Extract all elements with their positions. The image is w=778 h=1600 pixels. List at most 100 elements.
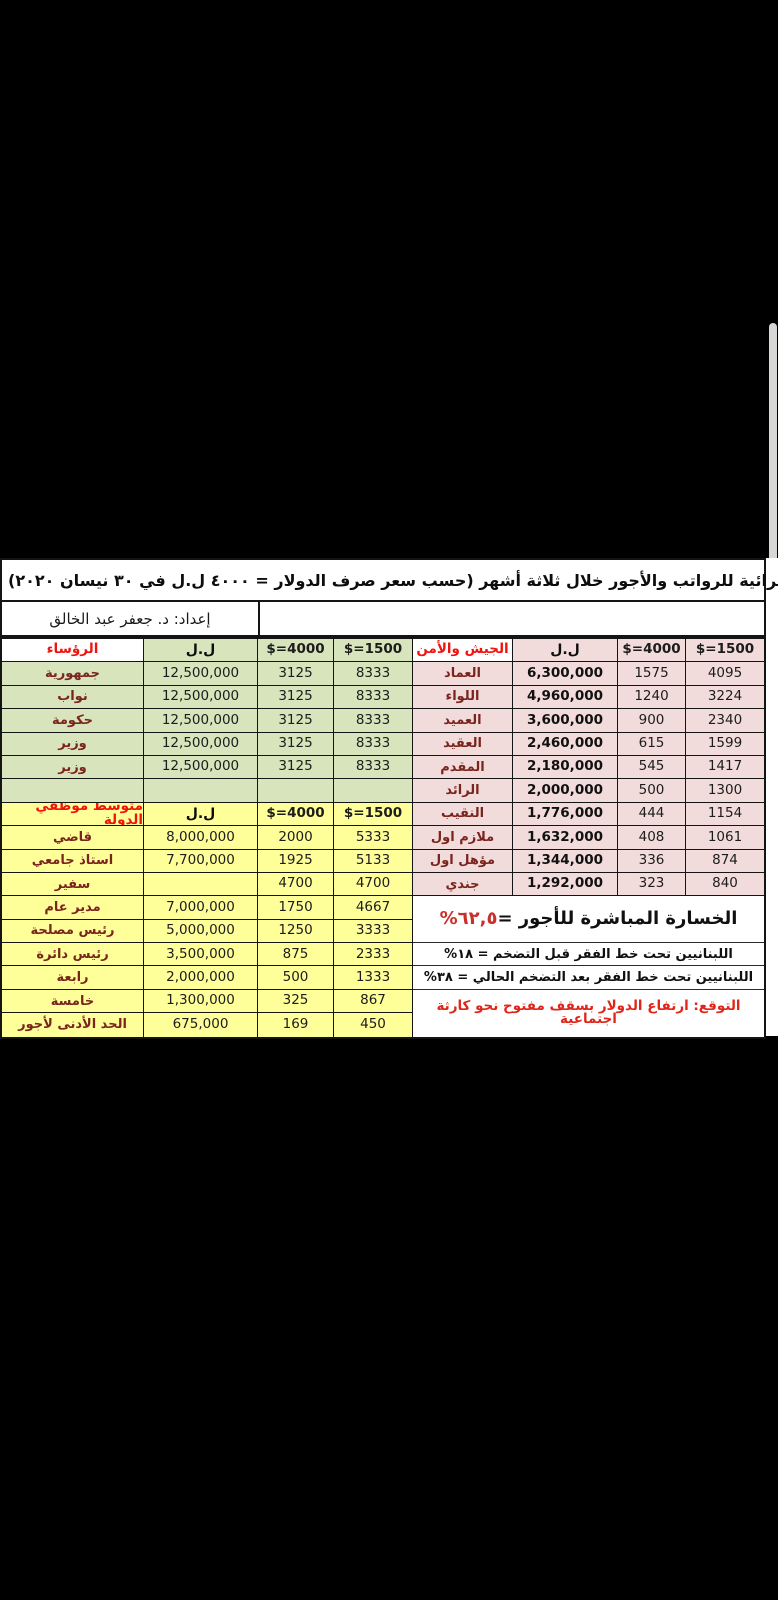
usd4000-value-cell: 1750 — [258, 896, 334, 920]
ll-value-cell: 675,000 — [144, 1013, 258, 1037]
usd4000-value-cell: 500 — [258, 966, 334, 990]
prepared-by-row: إعداد: د. جعفر عبد الخالق — [0, 602, 766, 637]
usd4000-value-cell: 336 — [618, 849, 686, 873]
usd1500-value-cell: 4667 — [334, 896, 413, 920]
salary-table: الخسارة المباشرة للأجور = ٦٢,٥% اللبناني… — [0, 637, 766, 1039]
content-area: تدني القدرة الشرائية للرواتب والأجور خلا… — [0, 558, 778, 1039]
ll-value-cell: 12,500,000 — [144, 685, 258, 710]
usd1500-value-cell: 450 — [334, 1013, 413, 1037]
ll-value-cell: 12,500,000 — [144, 755, 258, 780]
usd1500-value-cell: 8333 — [334, 709, 413, 733]
column-header-usd4000: $=4000 — [618, 639, 686, 663]
ll-value-cell: 12,500,000 — [144, 709, 258, 733]
poverty-after-inflation-note: اللبنانيين تحت خط الفقر بعد التضخم الحال… — [413, 966, 764, 990]
usd1500-value-cell: 1300 — [686, 779, 764, 803]
column-header-ll: ل.ل — [144, 639, 258, 663]
usd4000-value-cell — [258, 779, 334, 803]
usd4000-value-cell: 1925 — [258, 849, 334, 873]
usd4000-value-cell: 2000 — [258, 826, 334, 850]
poverty-before-inflation-note: اللبنانيين تحت خط الفقر قبل التضخم = ١٨% — [413, 943, 764, 967]
usd1500-value-cell: 3224 — [686, 685, 764, 710]
usd1500-value-cell: 1417 — [686, 755, 764, 780]
usd4000-value-cell: 4700 — [258, 872, 334, 897]
ll-value-cell: 2,180,000 — [513, 755, 618, 780]
direct-wage-loss-label: الخسارة المباشرة للأجور = — [497, 908, 738, 930]
usd1500-value-cell: 4700 — [334, 872, 413, 897]
section-header-cell: الرؤساء — [2, 639, 144, 663]
row-label-cell: مدير عام — [2, 896, 144, 920]
ll-value-cell: 2,460,000 — [513, 732, 618, 756]
usd4000-value-cell: 3125 — [258, 662, 334, 686]
ll-value-cell: 2,000,000 — [144, 966, 258, 990]
usd4000-value-cell: 3125 — [258, 732, 334, 756]
row-label-cell: اللواء — [413, 685, 513, 710]
ll-value-cell: 1,292,000 — [513, 872, 618, 897]
usd4000-value-cell: 3125 — [258, 755, 334, 780]
row-label-cell — [2, 779, 144, 803]
usd4000-value-cell: 323 — [618, 872, 686, 897]
section-header-cell: متوسط موظفي الدولة — [2, 802, 144, 827]
usd1500-value-cell: 1154 — [686, 802, 764, 827]
ll-value-cell: 12,500,000 — [144, 662, 258, 686]
usd1500-value-cell: 8333 — [334, 685, 413, 710]
row-label-cell: الرائد — [413, 779, 513, 803]
row-label-cell: المقدم — [413, 755, 513, 780]
usd1500-value-cell: 5133 — [334, 849, 413, 873]
column-header-usd4000: $=4000 — [258, 802, 334, 827]
dollar-forecast-note: التوقع: ارتفاع الدولار بسقف مفتوح نحو كا… — [413, 989, 764, 1037]
column-header-ll: ل.ل — [144, 802, 258, 827]
ll-value-cell: 1,300,000 — [144, 989, 258, 1014]
ll-value-cell: 5,000,000 — [144, 919, 258, 944]
table-title: تدني القدرة الشرائية للرواتب والأجور خلا… — [0, 558, 778, 602]
row-label-cell: وزير — [2, 755, 144, 780]
column-header-ll: ل.ل — [513, 639, 618, 663]
section-header-cell: الجيش والأمن — [413, 639, 513, 663]
scrollbar-thumb[interactable] — [769, 323, 777, 563]
row-label-cell: خامسة — [2, 989, 144, 1014]
row-label-cell: العميد — [413, 709, 513, 733]
usd4000-value-cell: 545 — [618, 755, 686, 780]
row-label-cell: رابعة — [2, 966, 144, 990]
row-label-cell: العماد — [413, 662, 513, 686]
usd4000-value-cell: 3125 — [258, 685, 334, 710]
usd1500-value-cell: 8333 — [334, 755, 413, 780]
ll-value-cell: 2,000,000 — [513, 779, 618, 803]
prepared-by-cell: إعداد: د. جعفر عبد الخالق — [2, 602, 260, 635]
ll-value-cell: 3,600,000 — [513, 709, 618, 733]
ll-value-cell: 1,344,000 — [513, 849, 618, 873]
row-label-cell: استاذ جامعي — [2, 849, 144, 873]
ll-value-cell: 12,500,000 — [144, 732, 258, 756]
usd1500-value-cell: 2340 — [686, 709, 764, 733]
usd4000-value-cell: 1250 — [258, 919, 334, 944]
row-label-cell: قاضي — [2, 826, 144, 850]
row-label-cell: مؤهل اول — [413, 849, 513, 873]
usd4000-value-cell: 169 — [258, 1013, 334, 1037]
row-label-cell: رئيس دائرة — [2, 943, 144, 967]
direct-wage-loss-value: ٦٢,٥% — [439, 908, 498, 930]
column-header-usd1500: $=1500 — [334, 639, 413, 663]
ll-value-cell: 8,000,000 — [144, 826, 258, 850]
ll-value-cell: 3,500,000 — [144, 943, 258, 967]
ll-value-cell: 7,700,000 — [144, 849, 258, 873]
column-header-usd1500: $=1500 — [334, 802, 413, 827]
ll-value-cell: 6,300,000 — [513, 662, 618, 686]
usd1500-value-cell: 8333 — [334, 662, 413, 686]
usd1500-value-cell — [334, 779, 413, 803]
usd1500-value-cell: 2333 — [334, 943, 413, 967]
usd4000-value-cell: 500 — [618, 779, 686, 803]
usd1500-value-cell: 3333 — [334, 919, 413, 944]
row-label-cell: جندي — [413, 872, 513, 897]
usd4000-value-cell: 875 — [258, 943, 334, 967]
row-label-cell: النقيب — [413, 802, 513, 827]
row-label-cell: رئيس مصلحة — [2, 919, 144, 944]
usd1500-value-cell: 840 — [686, 872, 764, 897]
usd1500-value-cell: 8333 — [334, 732, 413, 756]
row-label-cell: حكومة — [2, 709, 144, 733]
usd4000-value-cell: 615 — [618, 732, 686, 756]
usd4000-value-cell: 900 — [618, 709, 686, 733]
column-header-usd4000: $=4000 — [258, 639, 334, 663]
ll-value-cell — [144, 872, 258, 897]
row-label-cell: سفير — [2, 872, 144, 897]
usd1500-value-cell: 867 — [334, 989, 413, 1014]
